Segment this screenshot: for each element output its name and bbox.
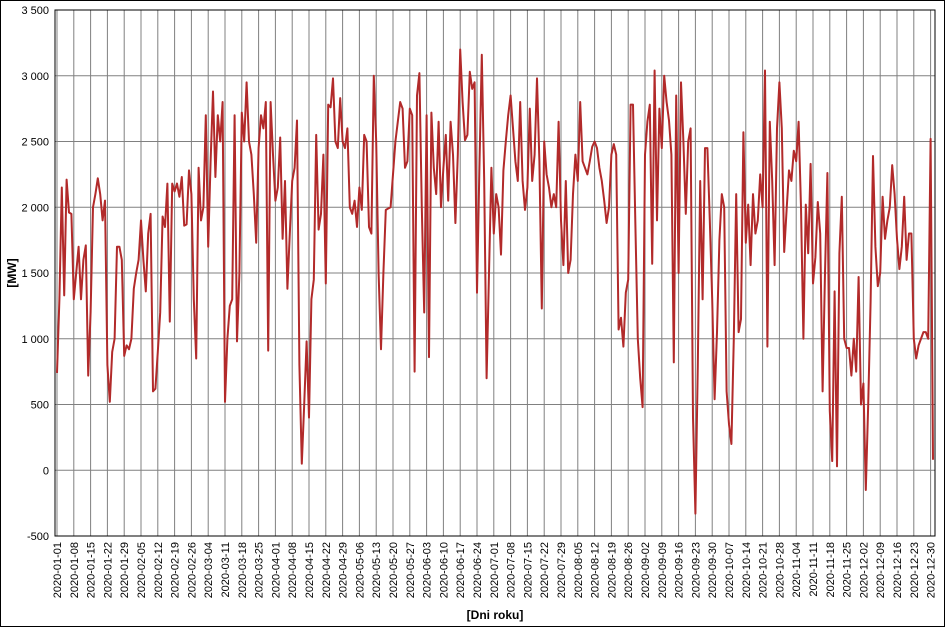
- y-tick-label: 1 000: [21, 334, 49, 346]
- x-tick-label: 2020-05-20: [388, 542, 400, 598]
- x-tick-label: 2020-01-01: [52, 542, 64, 598]
- y-tick-label: 2 500: [21, 137, 49, 149]
- x-tick-label: 2020-10-21: [758, 542, 770, 598]
- x-tick-label: 2020-01-15: [86, 542, 98, 598]
- x-tick-label: 2020-04-08: [287, 542, 299, 598]
- x-tick-label: 2020-10-14: [741, 542, 753, 598]
- y-tick-label: 500: [31, 400, 49, 412]
- x-tick-label: 2020-11-11: [808, 542, 820, 597]
- x-tick-label: 2020-07-22: [539, 542, 551, 598]
- x-tick-label: 2020-07-15: [522, 542, 534, 598]
- plot: [56, 48, 934, 515]
- x-tick-label: 2020-03-25: [254, 542, 266, 598]
- x-tick-label: 2020-10-07: [724, 542, 736, 598]
- plot-frame: [54, 9, 936, 537]
- grid: -500 0 500 1 000 1 500 2 000 2 500 3 000 3 500 20…: [21, 5, 937, 598]
- x-tick-label: 2020-09-02: [640, 542, 652, 598]
- x-tick-label: 2020-08-05: [573, 542, 585, 598]
- x-tick-label: 2020-03-04: [203, 542, 215, 598]
- x-tick-label: 2020-12-23: [909, 542, 921, 598]
- x-tick-label: 2020-11-18: [825, 542, 837, 597]
- x-tick-label: 2020-11-25: [842, 542, 854, 597]
- x-tick-label: 2020-06-17: [455, 542, 467, 598]
- x-tick-label: 2020-08-26: [623, 542, 635, 598]
- x-tick-label: 2020-08-19: [606, 542, 618, 598]
- x-tick-label: 2020-04-22: [321, 542, 333, 598]
- y-tick-label: -500: [27, 531, 49, 543]
- x-tick-label: 2020-10-28: [774, 542, 786, 598]
- x-tick-label: 2020-01-08: [69, 542, 81, 598]
- x-tick-label: 2020-02-12: [153, 542, 165, 598]
- x-tick-label: 2020-12-30: [926, 542, 938, 598]
- x-tick-label: 2020-02-05: [136, 542, 148, 598]
- x-tick-label: 2020-12-16: [892, 542, 904, 598]
- x-tick-label: 2020-09-09: [657, 542, 669, 598]
- x-tick-label: 2020-08-12: [590, 542, 602, 598]
- x-tick-label: 2020-07-08: [506, 542, 518, 598]
- x-tick-label: 2020-06-03: [422, 542, 434, 598]
- x-tick-label: 2020-04-29: [338, 542, 350, 598]
- x-tick-label: 2020-01-22: [102, 542, 114, 598]
- x-tick-label: 2020-05-06: [354, 542, 366, 598]
- x-tick-label: 2020-07-29: [556, 542, 568, 598]
- x-tick-label: 2020-09-30: [707, 542, 719, 598]
- x-tick-label: 2020-03-11: [220, 542, 232, 597]
- y-tick-label: 3 000: [21, 71, 49, 83]
- x-tick-label: 2020-05-13: [371, 542, 383, 598]
- x-tick-label: 2020-02-19: [170, 542, 182, 598]
- x-tick-label: 2020-09-23: [690, 542, 702, 598]
- y-tick-label: 3 500: [21, 5, 49, 17]
- x-tick-label: 2020-12-02: [858, 542, 870, 598]
- x-tick-label: 2020-11-04: [791, 542, 803, 597]
- y-axis-label: [MW]: [5, 258, 19, 287]
- x-axis-label: [Dni roku]: [467, 608, 524, 622]
- x-tick-label: 2020-06-24: [472, 542, 484, 598]
- x-tick-label: 2020-07-01: [489, 542, 501, 598]
- x-tick-label: 2020-12-09: [875, 542, 887, 598]
- x-tick-label: 2020-01-29: [119, 542, 131, 598]
- x-tick-label: 2020-04-01: [270, 542, 282, 598]
- x-tick-label: 2020-06-10: [438, 542, 450, 598]
- x-tick-label: 2020-02-26: [186, 542, 198, 598]
- x-tick-label: 2020-04-15: [304, 542, 316, 598]
- data-line: [56, 48, 934, 515]
- y-tick-label: 1 500: [21, 268, 49, 280]
- x-tick-label: 2020-05-27: [405, 542, 417, 598]
- y-tick-label: 2 000: [21, 202, 49, 214]
- x-tick-label: 2020-09-16: [674, 542, 686, 598]
- y-tick-label: 0: [43, 465, 49, 477]
- x-tick-label: 2020-03-18: [237, 542, 249, 598]
